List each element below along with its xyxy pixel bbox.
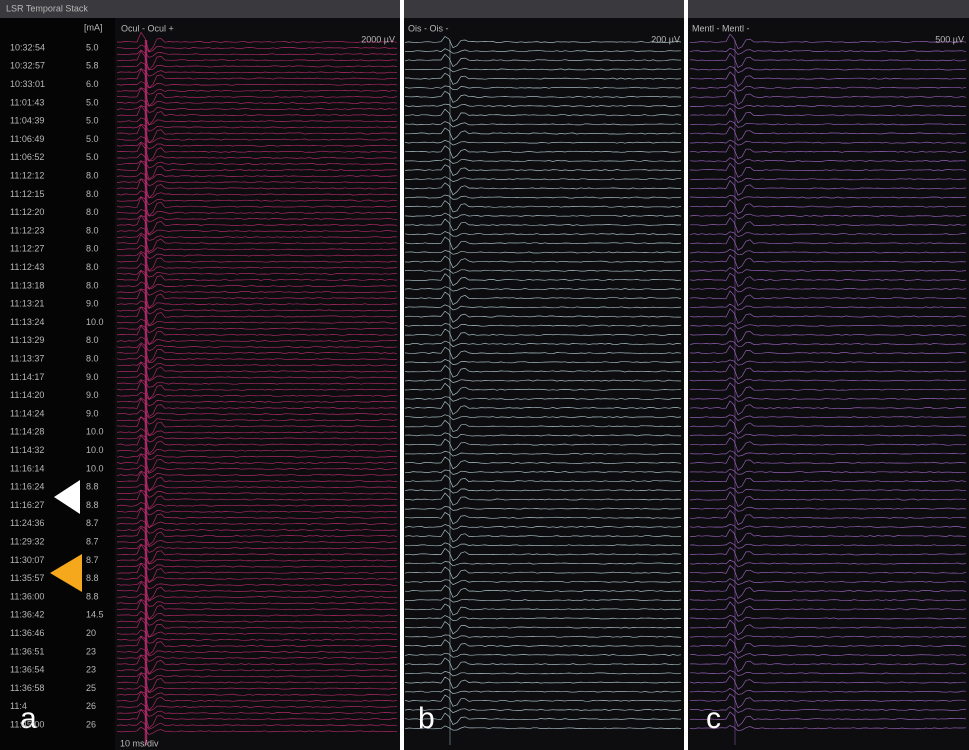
unit-label: [mA] [84,22,103,32]
row-current: 8.0 [86,189,99,199]
row-current: 23 [86,665,96,675]
row-current: 8.0 [86,207,99,217]
row-time: 11:13:29 [10,335,44,345]
row-time: 11:13:21 [10,299,44,309]
row-time: 11:04:39 [10,116,44,126]
timebase: 10 ms/div [120,738,159,748]
row-current: 26 [86,701,96,711]
row-current: 9.0 [86,299,99,309]
channel-scale: 500 µV [935,34,964,44]
row-current: 5.0 [86,152,99,162]
channel-scale: 200 µV [651,34,680,44]
row-time: 11:36:54 [10,665,44,675]
row-current: 9.0 [86,390,99,400]
row-current: 8.0 [86,244,99,254]
row-time: 11:36:42 [10,610,44,620]
channel-scale: 2000 µV [361,34,395,44]
row-current: 8.8 [86,500,99,510]
row-time: 11:35:57 [10,573,44,583]
row-current: 20 [86,628,96,638]
row-current: 8.0 [86,335,99,345]
row-time: 11:16:27 [10,500,44,510]
row-current: 25 [86,683,96,693]
row-current: 10.0 [86,445,104,455]
row-current: 9.0 [86,372,99,382]
row-time: 11:16:24 [10,482,44,492]
panel-label: c [706,702,721,735]
row-current: 8.7 [86,555,99,565]
channel-name: Ocul - Ocul + [121,23,174,33]
row-current: 8.0 [86,225,99,235]
row-time: 11:12:27 [10,244,44,254]
row-time: 11:14:24 [10,408,44,418]
row-time: 11:12:23 [10,225,44,235]
row-current: 9.0 [86,408,99,418]
row-time: 11:14:20 [10,390,44,400]
row-time: 11:12:20 [10,207,44,217]
row-time: 11:36:58 [10,683,44,693]
row-time: 11:36:00 [10,591,44,601]
row-time: 10:32:54 [10,42,45,52]
row-current: 8.8 [86,573,99,583]
row-time: 11:12:43 [10,262,44,272]
row-current: 10.0 [86,427,104,437]
row-time: 11:12:15 [10,189,44,199]
row-time: 11:12:12 [10,170,44,180]
row-current: 10.0 [86,463,104,473]
separator [684,0,688,750]
title-bar [0,0,969,18]
row-time: 11:29:32 [10,536,44,546]
row-current: 8.7 [86,536,99,546]
row-time: 11:13:37 [10,353,44,363]
row-current: 5.8 [86,61,99,71]
time-column [0,18,115,750]
row-time: 10:32:57 [10,61,45,71]
row-time: 10:33:01 [10,79,45,89]
row-current: 8.0 [86,353,99,363]
row-time: 11:06:49 [10,134,44,144]
row-current: 8.7 [86,518,99,528]
row-time: 11:4 [10,701,27,711]
row-time: 11:16:14 [10,463,44,473]
row-time: 11:36:46 [10,628,44,638]
row-current: 5.0 [86,97,99,107]
row-current: 8.0 [86,170,99,180]
row-current: 8.8 [86,591,99,601]
separator [400,0,404,750]
row-current: 8.0 [86,280,99,290]
row-current: 8.8 [86,482,99,492]
row-time: 11:45:00 [10,719,44,729]
row-time: 11:14:17 [10,372,44,382]
row-time: 11:01:43 [10,97,44,107]
lsr-stack-window: LSR Temporal Stack [mA] Ocul - Ocul + 20… [0,0,969,750]
row-time: 11:36:51 [10,646,44,656]
row-time: 11:13:18 [10,280,44,290]
panel-label: b [418,702,435,735]
row-time: 11:13:24 [10,317,44,327]
row-time: 11:06:52 [10,152,44,162]
row-current: 6.0 [86,79,99,89]
row-current: 5.0 [86,42,99,52]
row-time: 11:14:28 [10,427,44,437]
row-current: 5.0 [86,116,99,126]
row-current: 26 [86,719,96,729]
row-time: 11:30:07 [10,555,44,565]
row-current: 5.0 [86,134,99,144]
row-current: 23 [86,646,96,656]
row-current: 14.5 [86,610,104,620]
window-title: LSR Temporal Stack [6,3,88,13]
row-current: 10.0 [86,317,104,327]
row-time: 11:24:36 [10,518,44,528]
row-current: 8.0 [86,262,99,272]
channel-name: Mentl - Mentl - [692,23,750,33]
channel-name: Ois - Ois - [408,23,449,33]
row-time: 11:14:32 [10,445,44,455]
